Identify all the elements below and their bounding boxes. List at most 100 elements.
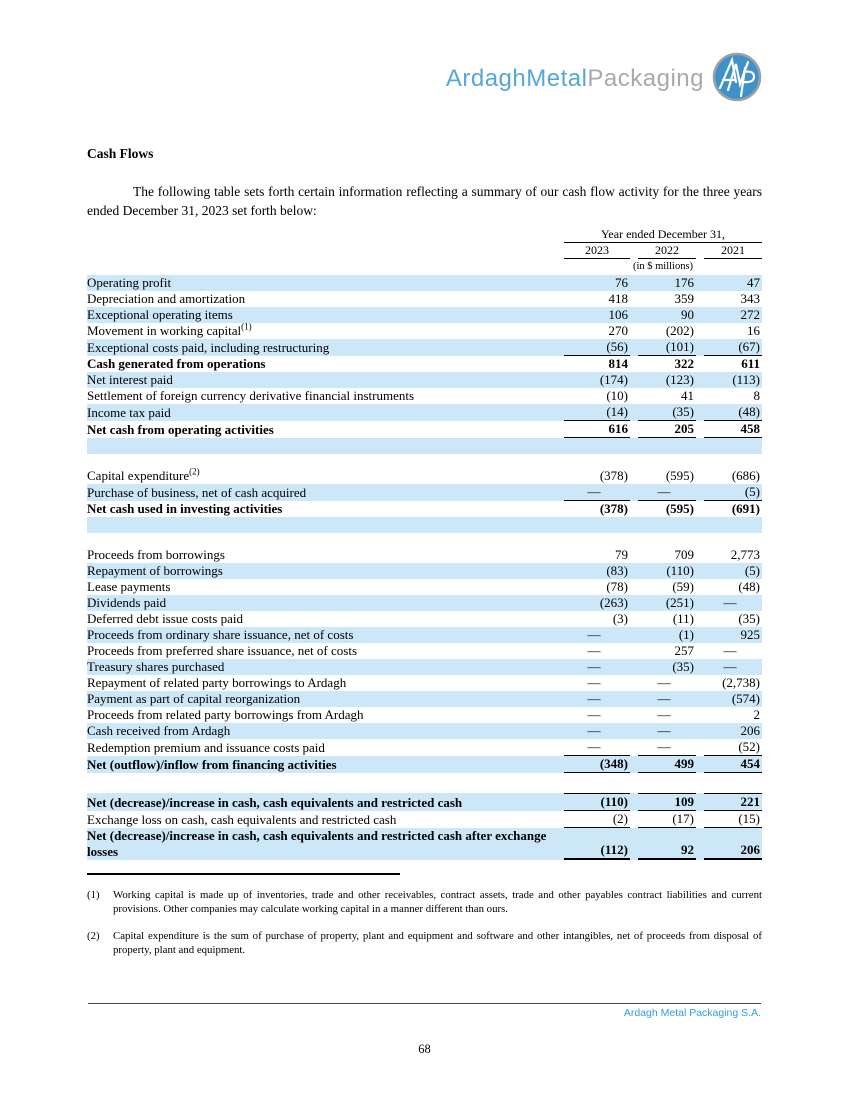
table-row: Net cash from operating activities 616 205… bbox=[87, 421, 763, 438]
value-cell: (35) bbox=[672, 659, 694, 674]
amp-logo-icon bbox=[712, 52, 762, 107]
value-cell: (14) bbox=[564, 404, 630, 421]
table-row: Operating profit 76 176 47 bbox=[87, 275, 763, 291]
value-cell: 814 bbox=[608, 356, 629, 371]
value-cell: (595) bbox=[665, 501, 694, 516]
table-spacer-row bbox=[87, 773, 762, 793]
value-cell: (15) bbox=[704, 811, 763, 828]
value-cell: 106 bbox=[608, 307, 629, 322]
value-cell: (110) bbox=[666, 563, 694, 578]
value-cell: — bbox=[587, 659, 601, 674]
row-label: Treasury shares purchased bbox=[87, 659, 225, 674]
table-row: Net (decrease)/increase in cash, cash eq… bbox=[87, 793, 763, 811]
value-cell: (691) bbox=[731, 501, 761, 516]
table-row: Proceeds from ordinary share issuance, n… bbox=[87, 627, 763, 643]
row-label: Net (outflow)/inflow from financing acti… bbox=[87, 757, 337, 772]
footnote: (2) Capital expenditure is the sum of pur… bbox=[87, 929, 762, 957]
table-row: Proceeds from related party borrowings f… bbox=[87, 707, 762, 723]
footnote-text: Working capital is made up of inventorie… bbox=[113, 889, 762, 915]
value-cell: 79 bbox=[615, 547, 628, 562]
page-number: 68 bbox=[418, 1042, 431, 1056]
value-cell: 109 bbox=[638, 793, 696, 811]
value-cell: — bbox=[638, 739, 696, 756]
value-cell: 359 bbox=[674, 291, 695, 306]
value-cell: (78) bbox=[606, 579, 628, 594]
row-label: Deferred debt issue costs paid bbox=[87, 611, 243, 626]
value-cell: (348) bbox=[564, 756, 630, 773]
value-cell: 322 bbox=[674, 356, 695, 371]
table-spacer-row bbox=[87, 533, 762, 547]
value-cell: — bbox=[587, 723, 601, 738]
table-row: Deferred debt issue costs paid (3) (11) (35… bbox=[87, 611, 762, 627]
table-row: Payment as part of capital reorganizatio… bbox=[87, 691, 763, 707]
value-cell: — bbox=[638, 484, 696, 501]
footnote-marker: (1) bbox=[87, 889, 100, 901]
row-label: Net (decrease)/increase in cash, cash eq… bbox=[87, 828, 547, 859]
intro-paragraph: The following table sets forth certain i… bbox=[87, 184, 762, 218]
value-cell: (67) bbox=[704, 339, 763, 356]
value-cell: (3) bbox=[612, 611, 628, 626]
value-cell: — bbox=[564, 739, 630, 756]
table-row: Exceptional operating items 106 90 272 bbox=[87, 307, 763, 323]
row-label: Income tax paid bbox=[87, 405, 171, 420]
table-row: Net (outflow)/inflow from financing acti… bbox=[87, 756, 763, 773]
row-label: Cash received from Ardagh bbox=[87, 723, 231, 738]
value-cell: (48) bbox=[738, 579, 761, 594]
value-cell: (2) bbox=[564, 811, 630, 828]
value-cell: 176 bbox=[674, 275, 695, 290]
table-row: Capital expenditure(2) (378) (595) (686) bbox=[87, 467, 762, 484]
value-cell: (59) bbox=[672, 579, 694, 594]
table-row: Repayment of borrowings (83) (110) (5) bbox=[87, 563, 763, 579]
row-label: Dividends paid bbox=[87, 595, 167, 610]
footnotes: (1) Working capital is made up of invento… bbox=[87, 888, 762, 957]
footer-company-name: Ardagh Metal Packaging S.A. bbox=[623, 1007, 761, 1019]
value-cell: 499 bbox=[638, 756, 696, 773]
value-cell: (123) bbox=[665, 372, 694, 387]
footnote-separator bbox=[87, 873, 400, 875]
table-row: Net (decrease)/increase in cash, cash eq… bbox=[87, 828, 763, 860]
value-cell: 418 bbox=[608, 291, 629, 306]
row-label: Net cash used in investing activities bbox=[87, 501, 283, 516]
row-label: Exchange loss on cash, cash equivalents … bbox=[87, 812, 397, 827]
cash-flow-table: Year ended December 31, 2023 2022 2021 (… bbox=[87, 226, 763, 860]
value-cell: 76 bbox=[615, 275, 628, 290]
row-label: Lease payments bbox=[87, 579, 171, 594]
value-cell: (56) bbox=[564, 339, 630, 356]
value-cell: 925 bbox=[740, 627, 761, 642]
table-row: Proceeds from preferred share issuance, … bbox=[87, 643, 762, 659]
footnote-marker: (2) bbox=[87, 930, 100, 942]
value-cell: 205 bbox=[638, 421, 696, 438]
value-cell: 709 bbox=[674, 547, 695, 562]
value-cell: (595) bbox=[665, 468, 694, 483]
value-cell: 454 bbox=[704, 756, 763, 773]
row-label: Proceeds from ordinary share issuance, n… bbox=[87, 627, 354, 642]
value-cell: (251) bbox=[665, 595, 694, 610]
value-cell: 41 bbox=[681, 388, 694, 403]
value-cell: (17) bbox=[638, 811, 696, 828]
value-cell: 343 bbox=[740, 291, 761, 306]
value-cell: (52) bbox=[704, 739, 763, 756]
row-label: Purchase of business, net of cash acquir… bbox=[87, 485, 307, 500]
row-label: Operating profit bbox=[87, 275, 172, 290]
value-cell: 458 bbox=[704, 421, 763, 438]
row-label: Net interest paid bbox=[87, 372, 173, 387]
footnote-text: Capital expenditure is the sum of purcha… bbox=[113, 930, 762, 956]
footer-rule bbox=[88, 1003, 761, 1004]
table-row: Exceptional costs paid, including restru… bbox=[87, 339, 763, 356]
row-label: Depreciation and amortization bbox=[87, 291, 246, 306]
section-heading: Cash Flows bbox=[87, 146, 154, 161]
table-row: Depreciation and amortization 418 359 343 bbox=[87, 291, 762, 307]
value-cell: 90 bbox=[681, 307, 694, 322]
value-cell: 257 bbox=[674, 643, 695, 658]
row-label: Movement in working capital(1) bbox=[87, 321, 252, 338]
value-cell: (202) bbox=[665, 323, 694, 338]
row-label: Redemption premium and issuance costs pa… bbox=[87, 740, 325, 755]
value-cell: — bbox=[657, 691, 671, 706]
value-cell: (1) bbox=[678, 627, 694, 642]
value-cell: 92 bbox=[638, 828, 696, 860]
table-row: Repayment of related party borrowings to… bbox=[87, 675, 762, 691]
value-cell: (101) bbox=[638, 339, 696, 356]
header: ArdaghMetalPackaging bbox=[87, 52, 762, 106]
table-span-header: Year ended December 31, bbox=[564, 226, 763, 243]
